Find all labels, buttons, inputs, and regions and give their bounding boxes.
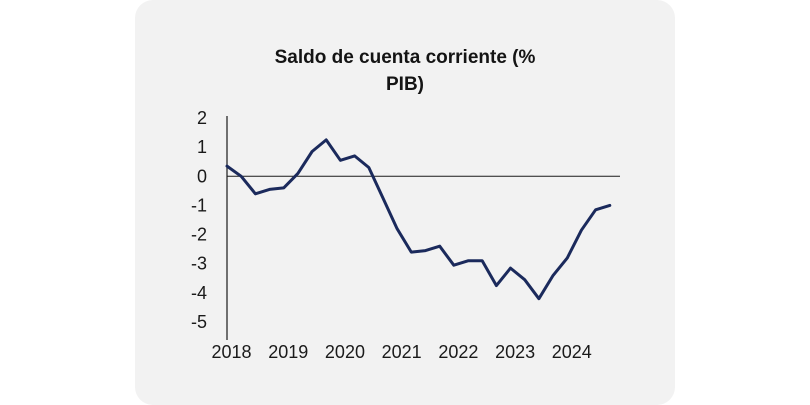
y-tick-label: 1 <box>197 137 207 157</box>
x-tick-label: 2023 <box>495 342 535 362</box>
chart-card: Saldo de cuenta corriente (% PIB) 2 1 0 -1 -… <box>135 0 675 405</box>
x-tick-label: 2020 <box>325 342 365 362</box>
y-tick-label: -1 <box>191 195 207 215</box>
x-tick-labels: 2018 2019 2020 2021 2022 2023 2024 <box>212 342 592 362</box>
y-tick-label: -5 <box>191 312 207 332</box>
series-line <box>225 138 612 301</box>
y-tick-label: 2 <box>197 108 207 128</box>
x-tick-label: 2022 <box>438 342 478 362</box>
y-tick-label: 0 <box>197 166 207 186</box>
y-tick-label: -3 <box>191 254 207 274</box>
x-tick-label: 2019 <box>268 342 308 362</box>
chart-title-line-1: Saldo de cuenta corriente (% <box>274 47 536 68</box>
x-tick-label: 2021 <box>382 342 422 362</box>
y-tick-labels: 2 1 0 -1 -2 -3 -4 -5 <box>191 108 207 332</box>
chart-title: Saldo de cuenta corriente (% PIB) <box>135 44 675 98</box>
line-chart: 210-1-2-3-4-5 2018 2019 2020 2021 2022 2023 20… <box>191 108 620 362</box>
x-tick-label: 2018 <box>212 342 252 362</box>
y-tick-label: -4 <box>191 283 207 303</box>
y-tick-label: -2 <box>191 225 207 245</box>
chart-title-line-2: PIB) <box>386 74 424 95</box>
x-tick-label: 2024 <box>552 342 592 362</box>
